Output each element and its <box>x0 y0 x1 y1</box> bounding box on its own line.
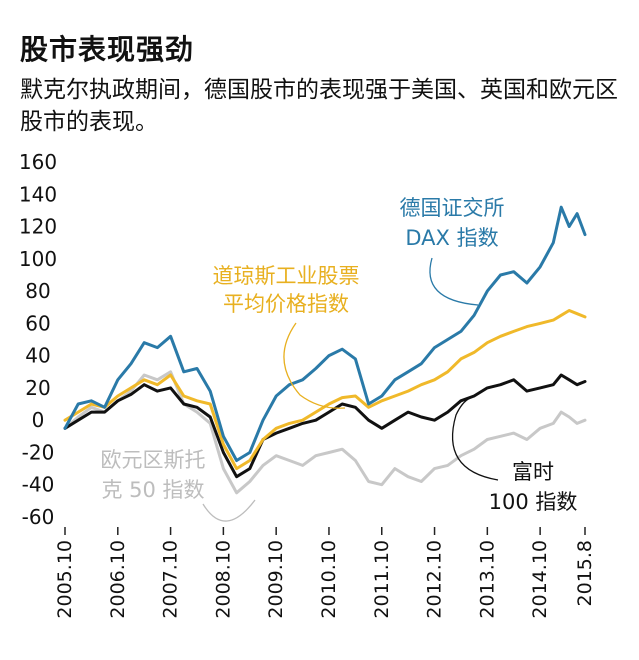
x-tick-label: 2006.10 <box>107 540 129 619</box>
y-tick-label: 60 <box>25 311 50 335</box>
y-tick-label: -20 <box>22 440 55 464</box>
dow-jones-label: 平均价格指数 <box>223 292 349 316</box>
chart-subtitle: 默克尔执政期间，德国股市的表现强于美国、英国和欧元区股市的表现。 <box>20 77 618 135</box>
x-tick-label: 2011.10 <box>371 540 393 619</box>
dax-label: 德国证交所 <box>400 196 505 220</box>
y-tick-label: -40 <box>22 473 55 497</box>
x-tick-label: 2005.10 <box>54 540 76 619</box>
x-tick-label: 2013.10 <box>476 540 498 619</box>
x-tick-label: 2009.10 <box>265 540 287 619</box>
y-tick-label: -60 <box>22 505 55 529</box>
x-tick-label: 2007.10 <box>160 540 182 619</box>
euro-stoxx-50-line <box>63 370 587 495</box>
dax-label: DAX 指数 <box>405 226 498 250</box>
y-tick-label: 120 <box>19 215 57 239</box>
dow-jones-label: 道琼斯工业股票 <box>213 264 360 288</box>
y-axis: 160 140 120 100 80 60 40 20 0 -20 -40 -60 <box>19 150 57 529</box>
ftse-100-leader <box>451 397 499 481</box>
x-tick-label: 2014.10 <box>529 540 551 619</box>
x-tick-label: 2012.10 <box>424 540 446 619</box>
euro-stoxx-50-label: 克 50 指数 <box>101 478 204 502</box>
ftse-100-label: 富时 <box>512 460 554 484</box>
dow-jones-leader <box>283 322 346 409</box>
y-tick-label: 80 <box>25 279 50 303</box>
y-tick-label: 0 <box>32 408 45 432</box>
ftse-100-label: 100 指数 <box>489 490 578 514</box>
chart-title: 股市表现强劲 <box>20 33 195 66</box>
x-tick-label: 2010.10 <box>318 540 340 619</box>
y-tick-label: 40 <box>25 344 50 368</box>
x-tick-label: 2008.10 <box>212 540 234 619</box>
euro-stoxx-50-label: 欧元区斯托 <box>101 448 206 472</box>
x-tick-label: 2015.8 <box>574 540 596 606</box>
dow-jones-line <box>63 309 587 471</box>
y-tick-label: 140 <box>19 182 57 206</box>
dax-leader <box>429 257 479 306</box>
y-tick-label: 160 <box>19 150 57 174</box>
euro-stoxx-50-leader <box>202 499 256 522</box>
y-tick-label: 100 <box>19 247 57 271</box>
y-tick-label: 20 <box>25 376 50 400</box>
x-axis: 2005.10 2006.10 2007.10 2008.10 2009.10 2010.… <box>54 527 596 619</box>
dax-line <box>63 205 587 462</box>
